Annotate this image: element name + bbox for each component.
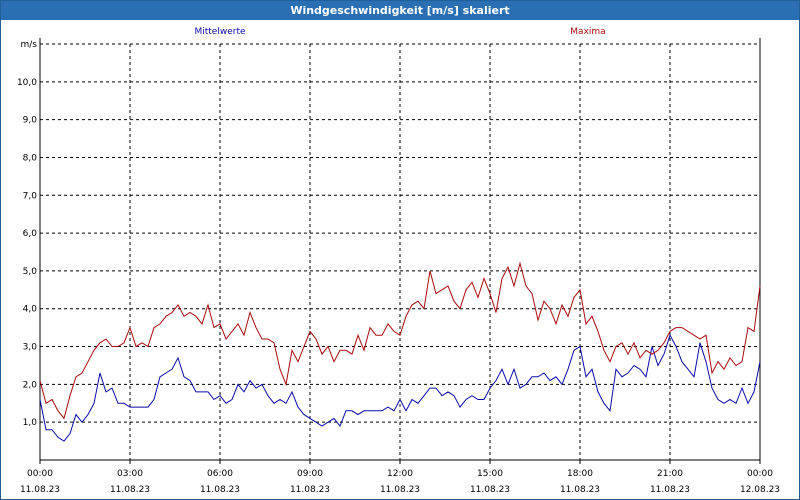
x-tick-date: 11.08.23 [560, 485, 600, 495]
x-tick-time: 09:00 [297, 469, 323, 479]
legend-mittelwerte: Mittelwerte [194, 27, 245, 37]
x-tick-date: 11.08.23 [290, 485, 330, 495]
x-tick-date: 11.08.23 [650, 485, 690, 495]
window-title: Windgeschwindigkeit [m/s] skaliert [1, 1, 799, 20]
y-tick-label: 4,0 [23, 305, 38, 315]
x-tick-time: 06:00 [207, 469, 233, 479]
x-tick-time: 03:00 [117, 469, 143, 479]
labels: 1,0 2,0 3,0 4,0 5,0 6,0 7,0 8,0 9,0 10,0 m/s 00:00 1… [17, 27, 780, 495]
y-unit-label: m/s [21, 40, 38, 50]
x-tick-date: 11.08.23 [470, 485, 510, 495]
x-tick-time: 21:00 [657, 469, 683, 479]
grid [40, 43, 760, 460]
x-tick-date: 11.08.23 [380, 485, 420, 495]
series [39, 261, 761, 442]
y-tick-label: 9,0 [23, 116, 38, 126]
x-tick-date: 11.08.23 [20, 485, 60, 495]
y-tick-label: 3,0 [23, 343, 38, 353]
y-tick-label: 10,0 [17, 78, 37, 88]
x-tick-date: 11.08.23 [110, 485, 150, 495]
series-line-mittelwerte [39, 333, 761, 442]
axes [39, 38, 761, 464]
x-tick-time: 00:00 [747, 469, 773, 479]
legend-maxima: Maxima [570, 27, 605, 37]
y-tick-label: 8,0 [23, 153, 38, 163]
y-tick-label: 2,0 [23, 380, 38, 390]
y-tick-label: 1,0 [23, 418, 38, 428]
series-line-maxima [39, 261, 761, 420]
x-tick-time: 15:00 [477, 469, 503, 479]
x-tick-time: 00:00 [27, 469, 53, 479]
y-tick-label: 5,0 [23, 267, 38, 277]
y-tick-label: 6,0 [23, 229, 38, 239]
x-tick-date: 12.08.23 [740, 485, 780, 495]
y-tick-label: 7,0 [23, 191, 38, 201]
x-tick-time: 12:00 [387, 469, 413, 479]
x-tick-time: 18:00 [567, 469, 593, 479]
x-tick-date: 11.08.23 [200, 485, 240, 495]
